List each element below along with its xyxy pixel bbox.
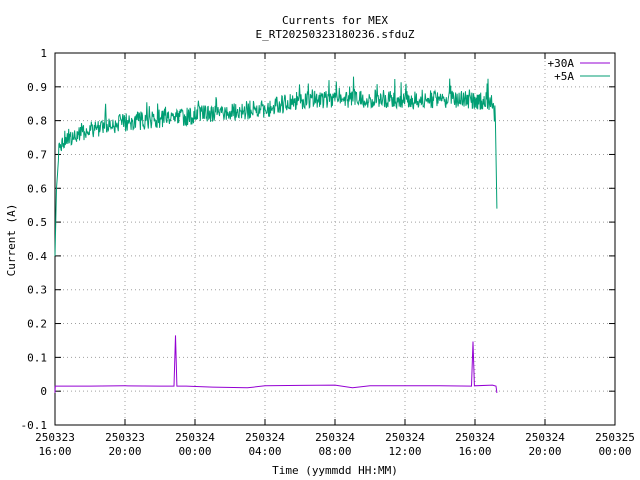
y-tick-label: -0.1	[21, 419, 48, 432]
y-tick-label: 0.8	[27, 115, 47, 128]
y-tick-label: 0.2	[27, 318, 47, 331]
series-layer	[54, 76, 498, 393]
x-tick-time: 20:00	[108, 445, 141, 458]
x-tick-date: 250323	[105, 431, 145, 444]
y-tick-label: 0.1	[27, 351, 47, 364]
x-tick-time: 04:00	[248, 445, 281, 458]
series-line-5a	[54, 76, 498, 256]
legend-label-30a: +30A	[548, 57, 575, 70]
y-tick-label: 0.4	[27, 250, 47, 263]
x-tick-date: 250323	[35, 431, 75, 444]
x-tick-time: 20:00	[528, 445, 561, 458]
x-tick-date: 250324	[175, 431, 215, 444]
y-axis-label: Current (A)	[5, 204, 18, 277]
chart-title: Currents for MEX	[282, 14, 388, 27]
chart-subtitle: E_RT20250323180236.sfduZ	[256, 28, 415, 41]
axis-ticks: -0.100.10.20.30.40.50.60.70.80.912503231…	[21, 47, 635, 458]
x-tick-date: 250324	[525, 431, 565, 444]
grid	[54, 52, 616, 426]
y-tick-label: 0.9	[27, 81, 47, 94]
x-tick-date: 250324	[385, 431, 425, 444]
legend: +30A +5A	[548, 57, 610, 83]
x-tick-date: 250324	[455, 431, 495, 444]
y-tick-label: 1	[40, 47, 47, 60]
x-tick-time: 12:00	[388, 445, 421, 458]
legend-label-5a: +5A	[554, 70, 574, 83]
x-tick-date: 250324	[315, 431, 355, 444]
x-tick-date: 250324	[245, 431, 285, 444]
series-line-30a	[54, 335, 498, 393]
y-tick-label: 0.5	[27, 216, 47, 229]
x-tick-time: 00:00	[598, 445, 631, 458]
x-tick-date: 250325	[595, 431, 635, 444]
x-axis-label: Time (yymmdd HH:MM)	[272, 464, 398, 477]
y-tick-label: 0.7	[27, 148, 47, 161]
y-tick-label: 0	[40, 385, 47, 398]
x-tick-time: 16:00	[458, 445, 491, 458]
x-tick-time: 00:00	[178, 445, 211, 458]
y-tick-label: 0.6	[27, 182, 47, 195]
x-tick-time: 16:00	[38, 445, 71, 458]
y-tick-label: 0.3	[27, 284, 47, 297]
x-tick-time: 08:00	[318, 445, 351, 458]
